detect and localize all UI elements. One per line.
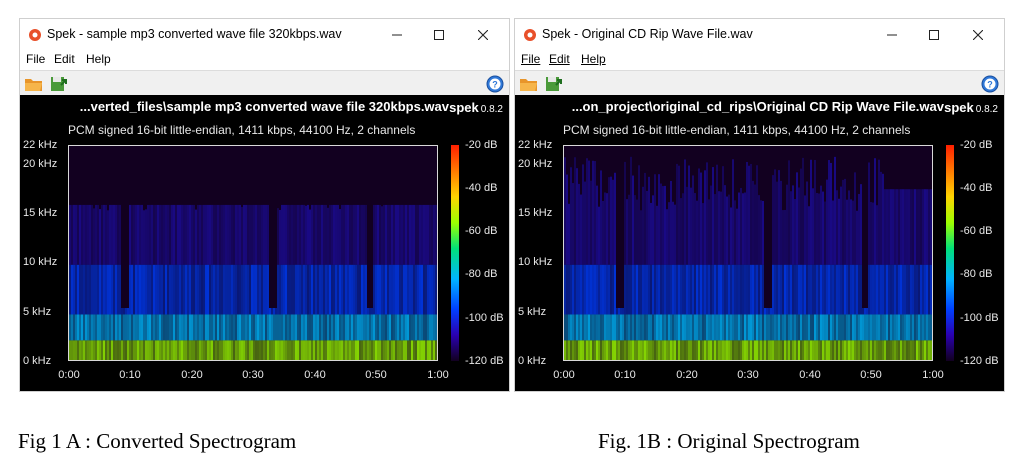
- spectrogram-canvas: ...on_project\original_cd_rips\Original …: [515, 95, 1004, 391]
- maximize-button[interactable]: [916, 23, 952, 47]
- minimize-icon: [392, 34, 402, 36]
- close-button[interactable]: [465, 23, 501, 47]
- svg-text:?: ?: [987, 80, 993, 90]
- db-tick-120: -120 dB: [465, 355, 504, 367]
- freq-tick-20khz: 20 kHz: [518, 158, 553, 170]
- close-icon: [973, 30, 983, 40]
- db-tick-80: -80 dB: [960, 268, 993, 280]
- time-tick-0-00: 0:00: [553, 369, 575, 381]
- title-bar[interactable]: Spek - sample mp3 converted wave file 32…: [20, 19, 509, 51]
- window-title: Spek - Original CD Rip Wave File.wav: [542, 27, 753, 41]
- help-circle-icon[interactable]: ?: [980, 74, 1000, 94]
- file-path-title: ...verted_files\sample mp3 converted wav…: [79, 99, 449, 114]
- db-color-scale: [451, 145, 459, 361]
- freq-tick-15khz: 15 kHz: [518, 207, 553, 219]
- time-tick-0-50: 0:50: [365, 369, 387, 381]
- toolbar: ?: [20, 70, 509, 96]
- menu-file[interactable]: File: [521, 52, 541, 66]
- menu-bar: File Edit Help: [20, 51, 509, 69]
- minimize-button[interactable]: [874, 23, 910, 47]
- folder-open-icon[interactable]: [519, 74, 539, 94]
- spek-app-icon: [524, 29, 536, 41]
- save-icon[interactable]: [543, 74, 563, 94]
- maximize-button[interactable]: [421, 23, 457, 47]
- close-button[interactable]: [960, 23, 996, 47]
- menu-help[interactable]: Help: [86, 52, 111, 66]
- time-tick-0-10: 0:10: [119, 369, 141, 381]
- db-tick-40: -40 dB: [960, 182, 993, 194]
- freq-tick-0khz: 0 kHz: [23, 355, 52, 367]
- time-tick-0-20: 0:20: [181, 369, 203, 381]
- window-title: Spek - sample mp3 converted wave file 32…: [47, 27, 342, 41]
- time-tick-0-10: 0:10: [614, 369, 636, 381]
- menu-edit[interactable]: Edit: [54, 52, 75, 66]
- db-tick-80: -80 dB: [465, 268, 498, 280]
- minimize-icon: [887, 34, 897, 36]
- version-label: 0.8.2: [480, 104, 503, 115]
- toolbar: ?: [515, 70, 1004, 96]
- menu-edit[interactable]: Edit: [549, 52, 570, 66]
- freq-tick-5khz: 5 kHz: [518, 306, 547, 318]
- db-tick-120: -120 dB: [960, 355, 999, 367]
- spectrogram-canvas: ...verted_files\sample mp3 converted wav…: [20, 95, 509, 391]
- svg-text:?: ?: [492, 80, 498, 90]
- folder-open-icon[interactable]: [24, 74, 44, 94]
- minimize-button[interactable]: [379, 23, 415, 47]
- help-circle-icon[interactable]: ?: [485, 74, 505, 94]
- title-bar[interactable]: Spek - Original CD Rip Wave File.wav: [515, 19, 1004, 51]
- db-tick-40: -40 dB: [465, 182, 498, 194]
- db-color-scale: [946, 145, 954, 361]
- figure-caption-a: Fig 1 A : Converted Spectrogram: [18, 429, 297, 453]
- menu-bar: File Edit Help: [515, 51, 1004, 69]
- spek-app-icon: [29, 29, 41, 41]
- freq-tick-10khz: 10 kHz: [23, 256, 58, 268]
- brand-label: spek 0.8.2: [944, 99, 998, 117]
- brand-label: spek 0.8.2: [449, 99, 503, 117]
- brand-name: spek: [944, 100, 974, 115]
- time-tick-0-40: 0:40: [304, 369, 326, 381]
- spectrogram-plot: [68, 145, 438, 361]
- file-path-title: ...on_project\original_cd_rips\Original …: [571, 99, 944, 114]
- freq-tick-22khz: 22 kHz: [518, 139, 553, 151]
- db-tick-60: -60 dB: [960, 225, 993, 237]
- time-tick-1-00: 1:00: [427, 369, 449, 381]
- freq-tick-20khz: 20 kHz: [23, 158, 58, 170]
- save-icon[interactable]: [48, 74, 68, 94]
- freq-tick-5khz: 5 kHz: [23, 306, 52, 318]
- version-label: 0.8.2: [975, 104, 998, 115]
- db-tick-60: -60 dB: [465, 225, 498, 237]
- time-tick-0-00: 0:00: [58, 369, 80, 381]
- freq-tick-10khz: 10 kHz: [518, 256, 553, 268]
- db-tick-100: -100 dB: [960, 312, 999, 324]
- time-tick-1-00: 1:00: [922, 369, 944, 381]
- menu-help[interactable]: Help: [581, 52, 606, 66]
- maximize-icon: [434, 30, 444, 40]
- spek-window-converted: Spek - sample mp3 converted wave file 32…: [19, 18, 510, 392]
- menu-file[interactable]: File: [26, 52, 46, 66]
- audio-info: PCM signed 16-bit little-endian, 1411 kb…: [68, 123, 416, 137]
- time-tick-0-40: 0:40: [799, 369, 821, 381]
- spectrogram-plot: [563, 145, 933, 361]
- spectrogram-image: [564, 146, 932, 360]
- maximize-icon: [929, 30, 939, 40]
- freq-tick-22khz: 22 kHz: [23, 139, 58, 151]
- time-tick-0-50: 0:50: [860, 369, 882, 381]
- spectrogram-image: [69, 146, 437, 360]
- spek-window-original: Spek - Original CD Rip Wave File.wav Fil…: [514, 18, 1005, 392]
- db-tick-20: -20 dB: [465, 139, 498, 151]
- time-tick-0-20: 0:20: [676, 369, 698, 381]
- freq-tick-15khz: 15 kHz: [23, 207, 58, 219]
- db-tick-20: -20 dB: [960, 139, 993, 151]
- time-tick-0-30: 0:30: [242, 369, 264, 381]
- figure-caption-b: Fig. 1B : Original Spectrogram: [598, 429, 860, 453]
- freq-tick-0khz: 0 kHz: [518, 355, 547, 367]
- time-tick-0-30: 0:30: [737, 369, 759, 381]
- audio-info: PCM signed 16-bit little-endian, 1411 kb…: [563, 123, 911, 137]
- close-icon: [478, 30, 488, 40]
- db-tick-100: -100 dB: [465, 312, 504, 324]
- brand-name: spek: [449, 100, 479, 115]
